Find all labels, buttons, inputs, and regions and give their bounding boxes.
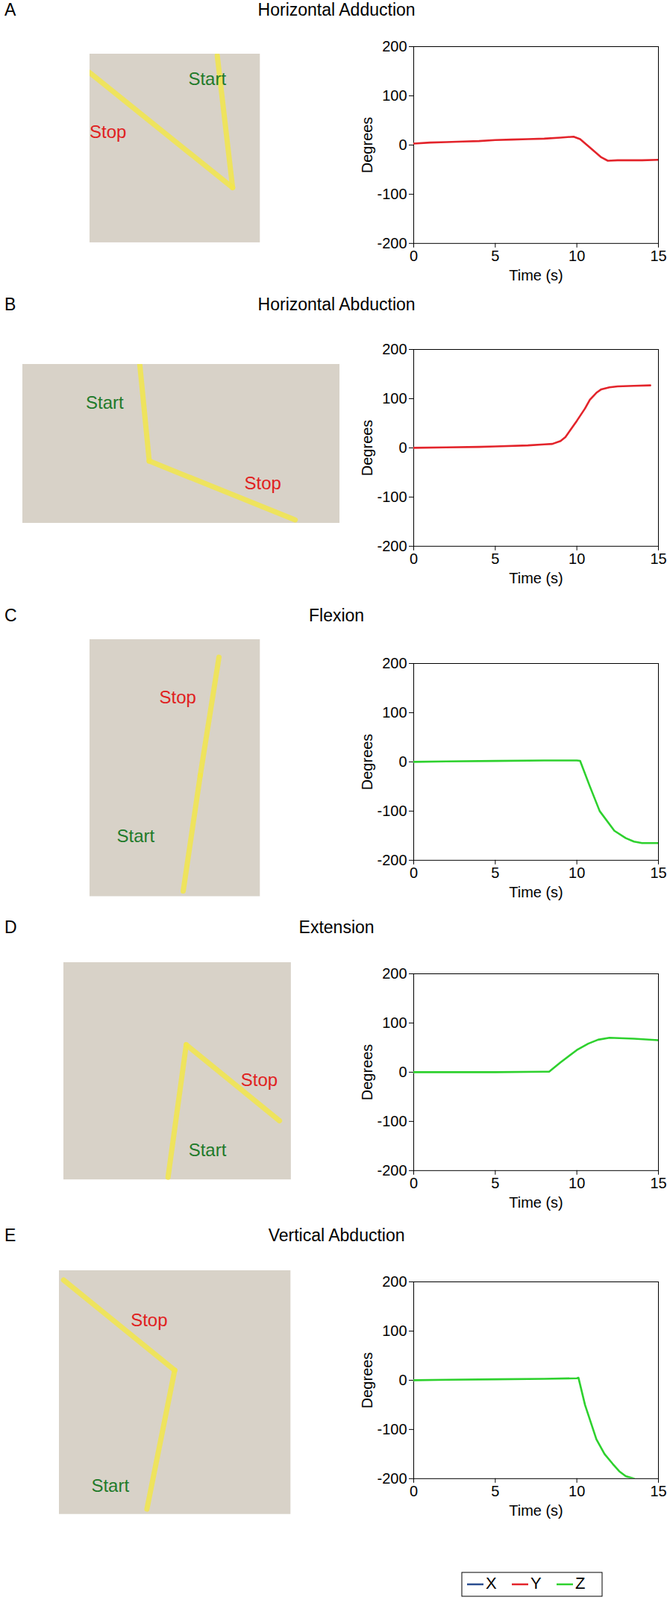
- svg-text:Start: Start: [85, 392, 124, 413]
- html-text:Horizontal Adduction: Horizontal Adduction: [257, 0, 416, 20]
- svg-text:0: 0: [409, 246, 418, 264]
- svg-text:100: 100: [381, 1014, 407, 1032]
- svg-text:Z: Z: [575, 1573, 585, 1593]
- svg-text:10: 10: [568, 1483, 585, 1500]
- svg-text:Stop: Stop: [244, 473, 282, 494]
- svg-text:-100: -100: [377, 1421, 408, 1438]
- html-text:D: D: [4, 917, 17, 938]
- svg-text:5: 5: [490, 549, 500, 567]
- svg-text:-100: -100: [377, 185, 408, 202]
- svg-text:5: 5: [490, 1175, 500, 1192]
- svg-text:Start: Start: [91, 1475, 130, 1496]
- svg-text:Stop: Stop: [130, 1310, 168, 1331]
- svg-text:X: X: [485, 1573, 497, 1593]
- svg-text:200: 200: [381, 1273, 407, 1290]
- html-text:Flexion: Flexion: [308, 605, 365, 626]
- svg-text:Degrees: Degrees: [358, 1044, 376, 1102]
- svg-text:Start: Start: [188, 68, 227, 89]
- svg-text:100: 100: [381, 86, 407, 103]
- svg-text:0: 0: [398, 1063, 407, 1081]
- svg-text:5: 5: [490, 246, 500, 264]
- svg-text:Time (s): Time (s): [508, 1503, 564, 1520]
- svg-text:Stop: Stop: [159, 687, 197, 708]
- svg-text:200: 200: [381, 654, 407, 671]
- html-text:C: C: [4, 605, 17, 626]
- svg-text:Degrees: Degrees: [358, 116, 376, 174]
- svg-text:10: 10: [568, 1175, 585, 1192]
- svg-text:0: 0: [409, 549, 418, 567]
- svg-text:Time (s): Time (s): [508, 884, 564, 901]
- svg-text:5: 5: [490, 863, 500, 881]
- svg-text:0: 0: [409, 1483, 418, 1500]
- svg-text:-200: -200: [377, 537, 408, 554]
- svg-text:15: 15: [649, 863, 667, 881]
- svg-text:-100: -100: [377, 1113, 408, 1130]
- svg-text:Time (s): Time (s): [508, 570, 564, 587]
- svg-text:Start: Start: [117, 825, 156, 847]
- svg-text:Degrees: Degrees: [358, 419, 376, 477]
- svg-text:0: 0: [398, 752, 407, 770]
- svg-text:-200: -200: [377, 851, 408, 868]
- svg-text:200: 200: [381, 37, 407, 54]
- svg-text:Time (s): Time (s): [508, 1195, 564, 1212]
- svg-text:-100: -100: [377, 802, 408, 819]
- svg-text:15: 15: [649, 549, 667, 567]
- svg-text:10: 10: [568, 549, 585, 567]
- svg-text:0: 0: [409, 863, 418, 881]
- svg-text:0: 0: [409, 1175, 418, 1192]
- html-text:Vertical Abduction: Vertical Abduction: [268, 1225, 405, 1246]
- svg-text:15: 15: [649, 246, 667, 264]
- svg-text:Degrees: Degrees: [358, 733, 376, 791]
- svg-text:100: 100: [381, 703, 407, 720]
- svg-text:5: 5: [490, 1483, 500, 1500]
- svg-text:200: 200: [381, 340, 407, 357]
- svg-text:200: 200: [381, 965, 407, 982]
- svg-text:100: 100: [381, 389, 407, 406]
- svg-text:0: 0: [398, 438, 407, 456]
- svg-text:10: 10: [568, 863, 585, 881]
- svg-text:Time (s): Time (s): [508, 267, 564, 284]
- svg-text:Start: Start: [188, 1140, 227, 1161]
- svg-text:0: 0: [398, 135, 407, 153]
- svg-text:-200: -200: [377, 1470, 408, 1487]
- html-text:Extension: Extension: [298, 917, 375, 938]
- html-text:B: B: [4, 294, 16, 315]
- svg-text:15: 15: [649, 1175, 667, 1192]
- svg-text:10: 10: [568, 246, 585, 264]
- svg-text:0: 0: [398, 1372, 407, 1389]
- svg-text:Stop: Stop: [240, 1070, 278, 1091]
- html-text:Horizontal Abduction: Horizontal Abduction: [257, 294, 416, 315]
- html-text:E: E: [4, 1225, 16, 1246]
- svg-text:-200: -200: [377, 234, 408, 251]
- svg-text:Degrees: Degrees: [358, 1352, 376, 1410]
- svg-text:Y: Y: [530, 1573, 542, 1593]
- svg-text:Stop: Stop: [89, 121, 127, 142]
- svg-text:15: 15: [649, 1483, 667, 1500]
- svg-text:100: 100: [381, 1322, 407, 1340]
- html-text:A: A: [4, 0, 16, 20]
- svg-text:-200: -200: [377, 1162, 408, 1179]
- svg-text:-100: -100: [377, 487, 408, 505]
